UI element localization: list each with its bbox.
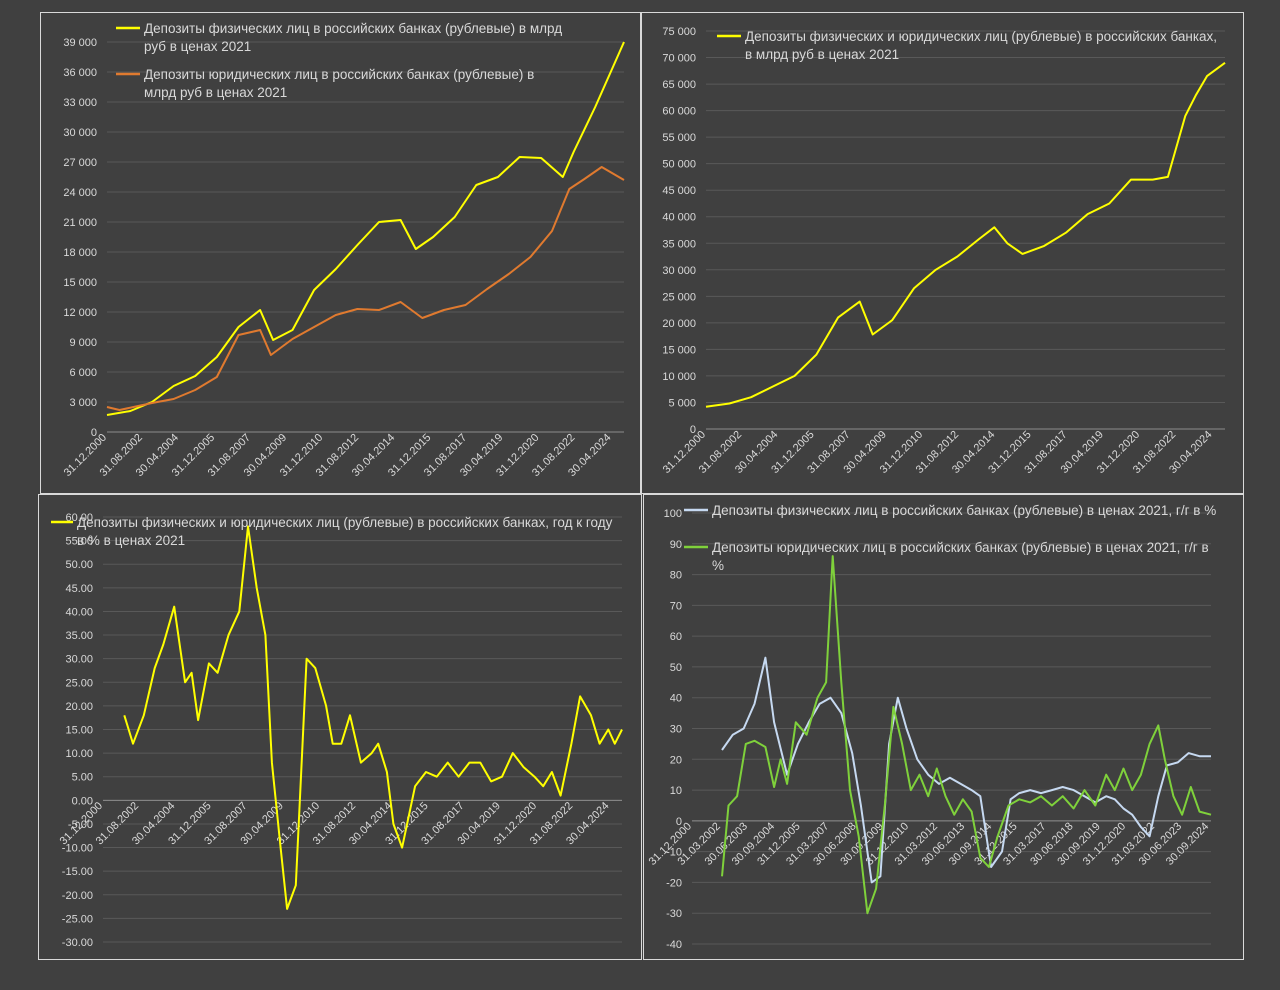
- chart-deposits-total: 0 5 000 10 000 15 000 20 000 25 000 30 000 35 0…: [661, 26, 1226, 476]
- y-tick-label: 30 000: [662, 265, 696, 277]
- y-tick-label: 50 000: [662, 159, 696, 171]
- y-tick-label: 50: [670, 662, 682, 674]
- y-tick-label: 18 000: [63, 247, 97, 259]
- y-tick-label: 35.00: [65, 630, 93, 642]
- y-tick-label: 9 000: [69, 337, 97, 349]
- series-line-1: [106, 41, 625, 416]
- y-tick-label: 70: [670, 600, 682, 612]
- y-tick-label: -30: [666, 908, 682, 920]
- y-tick-label: 40: [670, 693, 682, 705]
- y-tick-label: 21 000: [63, 217, 97, 229]
- legend-label-cont: руб в ценах 2021: [144, 39, 251, 54]
- y-tick-label: 24 000: [63, 187, 97, 199]
- chart-deposits-yoy-by-type: -40-30-20-10010203040506070809010031.12.…: [647, 503, 1217, 951]
- y-tick-label: 39 000: [63, 37, 97, 49]
- series-line-2: [721, 555, 1212, 915]
- legend-label-cont: млрд руб в ценах 2021: [144, 85, 287, 100]
- chart-panel-deposits-total: 0 5 000 10 000 15 000 20 000 25 000 30 000 35 0…: [641, 12, 1244, 494]
- y-tick-label: 45.00: [65, 583, 93, 595]
- y-tick-label: -5.00: [68, 819, 93, 831]
- y-tick-label: 20 000: [662, 318, 696, 330]
- chart-deposits-individuals-vs-companies: 0 3 000 6 000 9 000 12 000 15 000 18 000 21 000…: [62, 21, 625, 479]
- y-tick-label: 0: [676, 816, 682, 828]
- y-tick-label: 30: [670, 724, 682, 736]
- legend-label: Депозиты физических и юридических лиц (р…: [77, 515, 613, 530]
- y-tick-label: 20: [670, 754, 682, 766]
- y-tick-label: 70 000: [662, 53, 696, 65]
- y-tick-label: 35 000: [662, 238, 696, 250]
- y-tick-label: 3 000: [69, 397, 97, 409]
- legend-label-cont: в млрд руб в ценах 2021: [745, 47, 899, 62]
- y-tick-label: -20.00: [62, 890, 93, 902]
- legend-label: Депозиты физических лиц в российских бан…: [144, 21, 562, 36]
- y-tick-label: 65 000: [662, 79, 696, 91]
- y-tick-label: 80: [670, 570, 682, 582]
- y-tick-label: 55 000: [662, 132, 696, 144]
- y-tick-label: -10: [666, 847, 682, 859]
- series-line-1: [721, 656, 1211, 884]
- y-tick-label: 30 000: [63, 127, 97, 139]
- y-tick-label: 36 000: [63, 67, 97, 79]
- y-tick-label: -15.00: [62, 866, 93, 878]
- chart-panel-deposits-individuals-vs-companies: 0 3 000 6 000 9 000 12 000 15 000 18 000 21 000…: [40, 12, 641, 494]
- y-tick-label: 27 000: [63, 157, 97, 169]
- y-tick-label: 33 000: [63, 97, 97, 109]
- y-tick-label: 40.00: [65, 606, 93, 618]
- chart-panel-deposits-yoy-by-type: -40 -30 -20 -10 0 10 20 30 40 50 60 70 80 90 100 31.12.…: [643, 494, 1244, 960]
- y-tick-label: -10.00: [62, 843, 93, 855]
- series-line-1: [123, 525, 623, 910]
- y-tick-label: 45 000: [662, 185, 696, 197]
- y-tick-label: -40: [666, 939, 682, 951]
- y-tick-label: 100: [664, 508, 682, 520]
- chart-panel-deposits-total-yoy: -30.00 -25.00 -20.00 -15.00 -10.00 -5.00 0.00 5…: [38, 494, 642, 960]
- y-tick-label: 10 000: [662, 371, 696, 383]
- y-tick-label: 55.00: [65, 536, 93, 548]
- y-tick-label: 0.00: [72, 795, 93, 807]
- legend-label: Депозиты юридических лиц в российских ба…: [712, 540, 1209, 555]
- y-tick-label: 30.00: [65, 654, 93, 666]
- chart-deposits-total-yoy: -30.00 -25.00 -20.00 -15.00 -10.00 -5.00 0.00 5…: [51, 512, 623, 949]
- y-tick-label: 12 000: [63, 307, 97, 319]
- y-tick-label: 0: [91, 427, 97, 439]
- y-tick-label: 10.00: [65, 748, 93, 760]
- y-tick-label: 60: [670, 631, 682, 643]
- series-line-2: [106, 166, 625, 411]
- y-tick-label: 10: [670, 785, 682, 797]
- legend-label: Депозиты юридических лиц в российских ба…: [144, 67, 534, 82]
- y-tick-label: -30.00: [62, 937, 93, 949]
- y-tick-label: 20.00: [65, 701, 93, 713]
- y-tick-label: 40 000: [662, 212, 696, 224]
- y-tick-label: 6 000: [69, 367, 97, 379]
- y-tick-label: 15.00: [65, 725, 93, 737]
- y-tick-label: 15 000: [63, 277, 97, 289]
- y-tick-label: 25.00: [65, 677, 93, 689]
- legend-label-cont: %: [712, 558, 724, 573]
- y-tick-label: -25.00: [62, 913, 93, 925]
- y-tick-label: 5.00: [72, 772, 93, 784]
- y-tick-label: 15 000: [662, 344, 696, 356]
- legend-label-cont: в % в ценах 2021: [77, 533, 185, 548]
- legend-label: Депозиты физических лиц в российских бан…: [712, 503, 1216, 518]
- series-line-1: [705, 61, 1226, 408]
- y-tick-label: 0: [690, 424, 696, 436]
- y-tick-label: 25 000: [662, 291, 696, 303]
- y-tick-label: 75 000: [662, 26, 696, 38]
- y-tick-label: 60 000: [662, 106, 696, 118]
- y-tick-label: 50.00: [65, 559, 93, 571]
- y-tick-label: -20: [666, 877, 682, 889]
- legend-label: Депозиты физических и юридических лиц (р…: [745, 29, 1217, 44]
- y-tick-label: 5 000: [668, 397, 696, 409]
- y-tick-label: 90: [670, 539, 682, 551]
